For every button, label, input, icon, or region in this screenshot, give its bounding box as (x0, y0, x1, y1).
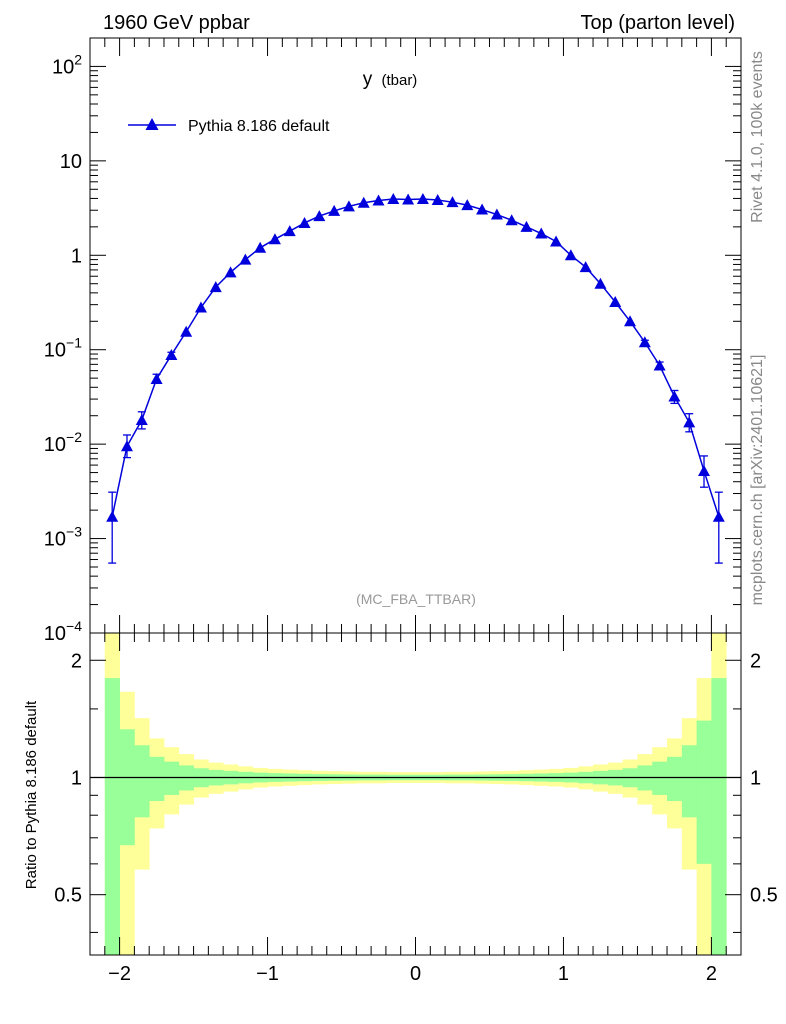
band-inner-bin (652, 761, 668, 795)
data-point (520, 220, 533, 232)
analysis-label: (MC_FBA_TTBAR) (356, 591, 476, 607)
data-point (535, 227, 548, 239)
x-ticks (104, 38, 727, 955)
data-point (313, 210, 326, 222)
ratio-y-tick-label-right: 2 (750, 650, 761, 672)
data-point (564, 249, 577, 261)
data-point (461, 199, 474, 211)
error-bars (108, 339, 723, 564)
data-point (120, 440, 133, 452)
legend-marker-icon (145, 118, 159, 130)
data-point (668, 390, 681, 402)
data-point (150, 372, 163, 384)
data-point (224, 266, 237, 278)
data-point (624, 315, 637, 327)
data-point (106, 510, 119, 522)
data-point (328, 204, 341, 216)
data-point (609, 296, 622, 308)
band-inner-bin (104, 678, 120, 955)
data-point (683, 416, 696, 428)
data-point (180, 325, 193, 337)
main-plot: 10−4 10−3 10−2 10−1 1 10 102 (44, 37, 742, 645)
ratio-y-tick-label: 0.5 (54, 885, 82, 907)
header-left: 1960 GeV ppbar (103, 12, 250, 34)
data-point (342, 200, 355, 212)
x-tick-label: 1 (558, 963, 569, 985)
band-inner-bin (681, 745, 698, 818)
rivet-label: Rivet 4.1.0, 100k events (749, 51, 766, 223)
data-point (283, 225, 296, 237)
data-point (698, 464, 711, 476)
data-point (416, 192, 429, 204)
data-point (268, 233, 281, 245)
ratio-plot: −2 −1 0 1 2 0.5 0.5 1 1 2 2 (54, 38, 778, 985)
main-y-tick-label: 10−3 (44, 524, 82, 551)
data-point (476, 203, 489, 215)
band-inner-bin (149, 756, 165, 802)
data-point (372, 194, 385, 206)
series-markers (106, 192, 725, 522)
legend: Pythia 8.186 default (128, 118, 330, 135)
band-inner-bin (667, 756, 683, 802)
data-point (653, 359, 666, 371)
ratio-y-tick-label: 2 (71, 650, 82, 672)
data-point (298, 216, 311, 228)
main-y-ticks (90, 37, 741, 634)
ratio-ylabel: Ratio to Pythia 8.186 default (23, 700, 40, 889)
data-point (446, 196, 459, 208)
ratio-y-tick-label: 1 (71, 767, 82, 789)
main-y-tick-label: 10−4 (44, 618, 82, 645)
series-line (111, 198, 720, 518)
data-point (135, 414, 148, 426)
legend-label: Pythia 8.186 default (188, 118, 330, 135)
data-point (387, 192, 400, 204)
mcplots-label: mcplots.cern.ch [arXiv:2401.10621] (749, 355, 766, 606)
data-point (239, 253, 252, 265)
band-inner-bin (696, 720, 712, 864)
data-point (431, 193, 444, 205)
main-title: y (tbar) (363, 69, 418, 90)
data-point (579, 261, 592, 273)
data-point (209, 281, 222, 293)
data-point (194, 301, 207, 313)
data-point (550, 235, 563, 247)
data-point (490, 208, 503, 220)
main-y-tick-label: 1 (71, 245, 82, 267)
band-inner-bin (119, 729, 135, 846)
x-tick-label: 2 (706, 963, 717, 985)
data-point (357, 196, 370, 208)
main-y-tick-label: 102 (52, 51, 82, 78)
main-title-var: y (363, 69, 373, 90)
data-point (505, 214, 518, 226)
x-tick-label: −1 (256, 963, 279, 985)
data-point (638, 336, 651, 348)
svg-text:y (tbar): y (tbar) (363, 69, 418, 90)
data-point (594, 277, 607, 289)
band-outer (104, 633, 727, 955)
band-inner-bin (163, 761, 180, 795)
ratio-y-tick-label-right: 0.5 (750, 885, 778, 907)
main-y-tick-label: 10 (60, 151, 82, 173)
band-inner (104, 678, 727, 955)
main-title-sub: (tbar) (381, 72, 417, 89)
x-tick-label: 0 (410, 963, 421, 985)
data-point (712, 510, 725, 522)
band-inner-bin (134, 745, 150, 818)
data-point (254, 241, 267, 253)
x-tick-label: −2 (108, 963, 131, 985)
data-point (165, 348, 178, 360)
main-y-tick-label: 10−1 (44, 335, 82, 362)
data-point (402, 193, 415, 205)
band-inner-bin (711, 678, 727, 955)
ratio-y-ticks (90, 659, 741, 933)
main-y-tick-label: 10−2 (44, 429, 82, 456)
header-right: Top (parton level) (580, 12, 735, 34)
ratio-y-tick-label-right: 1 (750, 767, 761, 789)
